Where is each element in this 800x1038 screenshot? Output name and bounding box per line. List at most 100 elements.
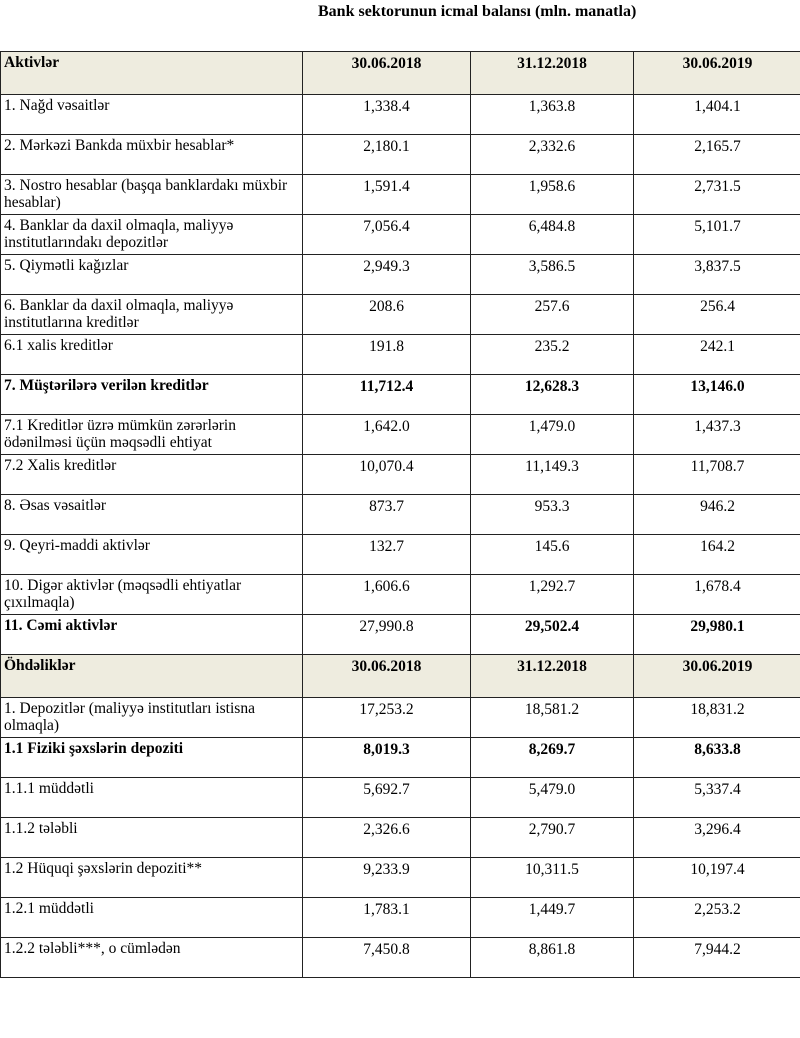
table-row: 1.1.2 tələbli 2,326.6 2,790.7 3,296.4: [0, 817, 800, 858]
value-cell: 2,731.5: [633, 174, 800, 215]
row-label: 8. Əsas vəsaitlər: [0, 494, 303, 535]
table-row: 10. Digər aktivlər (məqsədli ehtiyatlar …: [0, 574, 800, 615]
value-cell: 1,449.7: [470, 897, 634, 938]
value-cell: 7,450.8: [302, 937, 471, 978]
value-cell: 11,712.4: [302, 374, 471, 415]
row-label: 1.2 Hüquqi şəxslərin depoziti**: [0, 857, 303, 898]
table-row: 5. Qiymətli kağızlar 2,949.3 3,586.5 3,837.…: [0, 254, 800, 295]
row-label: Öhdəliklər: [0, 654, 303, 698]
value-cell: 2,253.2: [633, 897, 800, 938]
value-cell: 3,837.5: [633, 254, 800, 295]
table-row: 1.2.1 müddətli 1,783.1 1,449.7 2,253.2: [0, 897, 800, 938]
table-row: 4. Banklar da daxil olmaqla, maliyyə ins…: [0, 214, 800, 255]
value-cell: 2,332.6: [470, 134, 634, 175]
value-cell: 10,070.4: [302, 454, 471, 495]
table-row: 7. Müştərilərə verilən kreditlər 11,712.4…: [0, 374, 800, 415]
value-cell: 145.6: [470, 534, 634, 575]
value-cell: 18,581.2: [470, 697, 634, 738]
value-cell: 17,253.2: [302, 697, 471, 738]
value-cell: 10,311.5: [470, 857, 634, 898]
value-cell: 1,479.0: [470, 414, 634, 455]
value-cell: 13,146.0: [633, 374, 800, 415]
value-cell: 11,708.7: [633, 454, 800, 495]
row-label: 7.1 Kreditlər üzrə mümkün zərərlərin ödə…: [0, 414, 303, 455]
row-label: 7. Müştərilərə verilən kreditlər: [0, 374, 303, 415]
value-cell: 1,338.4: [302, 94, 471, 135]
value-cell: 18,831.2: [633, 697, 800, 738]
table-row: 1. Depozitlər (maliyyə institutları isti…: [0, 697, 800, 738]
table-row: 11. Cəmi aktivlər 27,990.8 29,502.4 29,980.…: [0, 614, 800, 655]
column-header: 30.06.2019: [633, 654, 800, 698]
table-row: 1.1.1 müddətli 5,692.7 5,479.0 5,337.4: [0, 777, 800, 818]
table-row: 1.2 Hüquqi şəxslərin depoziti** 9,233.9 10…: [0, 857, 800, 898]
value-cell: 2,949.3: [302, 254, 471, 295]
value-cell: 8,861.8: [470, 937, 634, 978]
column-header: 30.06.2018: [302, 51, 471, 95]
value-cell: 9,233.9: [302, 857, 471, 898]
table-row: 7.2 Xalis kreditlər 10,070.4 11,149.3 11,70…: [0, 454, 800, 495]
value-cell: 1,404.1: [633, 94, 800, 135]
value-cell: 1,292.7: [470, 574, 634, 615]
column-header: 30.06.2019: [633, 51, 800, 95]
value-cell: 5,692.7: [302, 777, 471, 818]
value-cell: 6,484.8: [470, 214, 634, 255]
value-cell: 1,591.4: [302, 174, 471, 215]
value-cell: 235.2: [470, 334, 634, 375]
table-row: 9. Qeyri-maddi aktivlər 132.7 145.6 164.2: [0, 534, 800, 575]
column-header: 31.12.2018: [470, 51, 634, 95]
row-label: 9. Qeyri-maddi aktivlər: [0, 534, 303, 575]
value-cell: 8,269.7: [470, 737, 634, 778]
value-cell: 5,479.0: [470, 777, 634, 818]
value-cell: 2,165.7: [633, 134, 800, 175]
value-cell: 242.1: [633, 334, 800, 375]
value-cell: 5,101.7: [633, 214, 800, 255]
table-row: 3. Nostro hesablar (başqa banklardakı mü…: [0, 174, 800, 215]
row-label: 6. Banklar da daxil olmaqla, maliyyə ins…: [0, 294, 303, 335]
table-row: 1. Nağd vəsaitlər 1,338.4 1,363.8 1,404.1: [0, 94, 800, 135]
value-cell: 1,606.6: [302, 574, 471, 615]
value-cell: 2,326.6: [302, 817, 471, 858]
value-cell: 1,958.6: [470, 174, 634, 215]
column-header: 30.06.2018: [302, 654, 471, 698]
row-label: 6.1 xalis kreditlər: [0, 334, 303, 375]
row-label: 1.1.2 tələbli: [0, 817, 303, 858]
value-cell: 7,944.2: [633, 937, 800, 978]
table-title: Bank sektorunun icmal balansı (mln. mana…: [318, 3, 637, 20]
table-row: 1.1 Fiziki şəxslərin depoziti 8,019.3 8,26…: [0, 737, 800, 778]
row-label: 4. Banklar da daxil olmaqla, maliyyə ins…: [0, 214, 303, 255]
value-cell: 29,502.4: [470, 614, 634, 655]
value-cell: 1,363.8: [470, 94, 634, 135]
value-cell: 257.6: [470, 294, 634, 335]
value-cell: 1,437.3: [633, 414, 800, 455]
row-label: 1.1 Fiziki şəxslərin depoziti: [0, 737, 303, 778]
value-cell: 873.7: [302, 494, 471, 535]
table-row: 2. Mərkəzi Bankda müxbir hesablar* 2,180.…: [0, 134, 800, 175]
value-cell: 11,149.3: [470, 454, 634, 495]
value-cell: 208.6: [302, 294, 471, 335]
value-cell: 256.4: [633, 294, 800, 335]
value-cell: 7,056.4: [302, 214, 471, 255]
value-cell: 10,197.4: [633, 857, 800, 898]
value-cell: 8,019.3: [302, 737, 471, 778]
row-label: 1. Depozitlər (maliyyə institutları isti…: [0, 697, 303, 738]
row-label: 1.1.1 müddətli: [0, 777, 303, 818]
value-cell: 27,990.8: [302, 614, 471, 655]
table-header-row: Öhdəliklər 30.06.2018 31.12.2018 30.06.2019: [0, 654, 800, 698]
table-header-row: Aktivlər 30.06.2018 31.12.2018 30.06.2019: [0, 51, 800, 95]
row-label: 3. Nostro hesablar (başqa banklardakı mü…: [0, 174, 303, 215]
value-cell: 3,586.5: [470, 254, 634, 295]
row-label: 7.2 Xalis kreditlər: [0, 454, 303, 495]
row-label: 10. Digər aktivlər (məqsədli ehtiyatlar …: [0, 574, 303, 615]
table-row: 7.1 Kreditlər üzrə mümkün zərərlərin ödə…: [0, 414, 800, 455]
value-cell: 12,628.3: [470, 374, 634, 415]
value-cell: 164.2: [633, 534, 800, 575]
row-label: 5. Qiymətli kağızlar: [0, 254, 303, 295]
value-cell: 3,296.4: [633, 817, 800, 858]
value-cell: 1,678.4: [633, 574, 800, 615]
value-cell: 5,337.4: [633, 777, 800, 818]
value-cell: 8,633.8: [633, 737, 800, 778]
table-row: 8. Əsas vəsaitlər 873.7 953.3 946.2: [0, 494, 800, 535]
row-label: Aktivlər: [0, 51, 303, 95]
column-header: 31.12.2018: [470, 654, 634, 698]
value-cell: 2,790.7: [470, 817, 634, 858]
